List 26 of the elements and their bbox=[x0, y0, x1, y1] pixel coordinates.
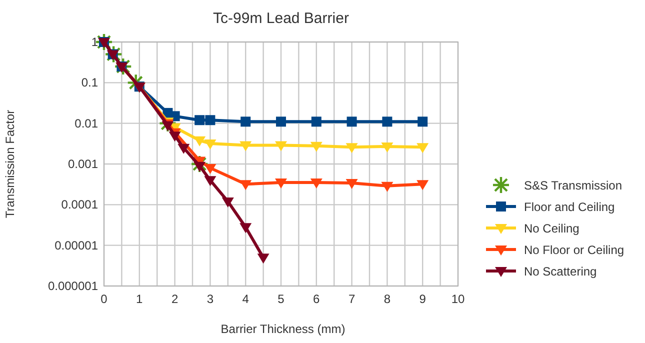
x-tick-label: 8 bbox=[384, 292, 391, 306]
y-tick-label: 0.1 bbox=[81, 76, 98, 90]
x-tick-label: 4 bbox=[242, 292, 250, 306]
x-tick-label: 0 bbox=[100, 292, 108, 306]
y-tick-label: 0.000001 bbox=[48, 279, 98, 293]
legend-label: Floor and Ceiling bbox=[524, 200, 615, 214]
y-tick-label: 0.00001 bbox=[54, 238, 98, 252]
x-tick-label: 6 bbox=[313, 292, 320, 306]
y-tick-label: 0.0001 bbox=[61, 198, 98, 212]
y-tick-label: 0.001 bbox=[68, 157, 98, 171]
chart-title: Tc-99m Lead Barrier bbox=[213, 10, 349, 27]
x-axis-title: Barrier Thickness (mm) bbox=[220, 322, 346, 336]
legend-label: No Floor or Ceiling bbox=[524, 243, 624, 257]
y-tick-label: 0.01 bbox=[74, 116, 98, 130]
x-tick-label: 7 bbox=[348, 292, 356, 306]
legend-label: No Ceiling bbox=[524, 222, 580, 236]
y-axis-title: Transmission Factor bbox=[3, 110, 17, 218]
x-tick-label: 5 bbox=[278, 292, 285, 306]
x-tick-label: 9 bbox=[419, 292, 426, 306]
legend-label: S&S Transmission bbox=[524, 178, 622, 192]
x-tick-label: 10 bbox=[451, 292, 465, 306]
x-tick-label: 3 bbox=[206, 292, 214, 306]
x-tick-label: 2 bbox=[171, 292, 178, 306]
y-tick-label: 1 bbox=[91, 35, 98, 49]
x-tick-label: 1 bbox=[136, 292, 144, 306]
legend-label: No Scattering bbox=[524, 264, 597, 278]
